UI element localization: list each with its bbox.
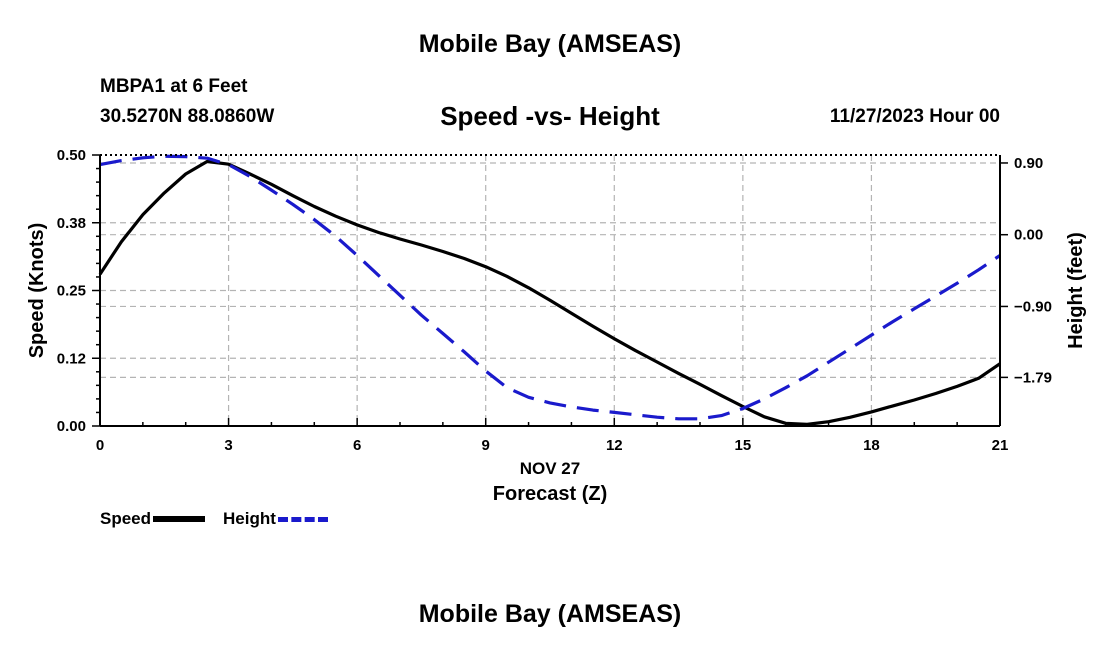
y2-axis-title: Height (feet) xyxy=(1065,232,1087,349)
y-tick-label: 0.25 xyxy=(57,283,86,300)
x-axis-title: Forecast (Z) xyxy=(493,483,607,505)
legend-height-label: Height xyxy=(223,509,276,528)
speed-height-chart: 0 3 6 9 12 15 18 21 0.00 0.12 0.25 0.38 0.50 0.90 0.00… xyxy=(26,147,1087,505)
legend: Speed Height xyxy=(100,509,328,529)
series-line-speed xyxy=(98,159,1001,426)
y-tick-label: 0.50 xyxy=(57,147,86,164)
x-axis-date-label: NOV 27 xyxy=(520,459,580,478)
x-tick-label: 9 xyxy=(482,437,490,454)
x-tick-label: 0 xyxy=(96,437,104,454)
footer-title: Mobile Bay (AMSEAS) xyxy=(418,600,682,628)
legend-speed-label: Speed xyxy=(100,509,152,528)
forecast-datetime: 11/27/2023 Hour 00 xyxy=(829,106,1000,127)
y-tick-label: 0.00 xyxy=(57,418,86,435)
station-label: MBPA1 at 6 Feet xyxy=(100,76,248,97)
axis-labels: 0 3 6 9 12 15 18 21 0.00 0.12 0.25 0.38 0.50 0.90 0.00… xyxy=(26,147,1087,505)
y-tick-label: 0.12 xyxy=(57,350,86,367)
x-tick-label: 18 xyxy=(863,437,880,454)
y2-tick-label: 0.00 xyxy=(1014,227,1043,244)
x-tick-label: 3 xyxy=(224,437,232,454)
x-tick-label: 12 xyxy=(606,437,623,454)
grid-lines xyxy=(100,155,1000,426)
y2-tick-label: −1.79 xyxy=(1014,369,1052,386)
x-tick-label: 15 xyxy=(735,437,752,454)
y-tick-label: 0.38 xyxy=(57,215,86,232)
page-title: Mobile Bay (AMSEAS) xyxy=(418,30,682,58)
station-coordinates: 30.5270N 88.0860W xyxy=(100,106,275,127)
axis-ticks xyxy=(92,154,1008,427)
legend-speed-swatch xyxy=(153,516,206,522)
y2-tick-label: 0.90 xyxy=(1014,155,1043,172)
x-tick-label: 21 xyxy=(992,437,1009,454)
y-axis-title: Speed (Knots) xyxy=(26,223,48,359)
chart-subtitle: Speed -vs- Height xyxy=(440,101,660,131)
plot-frame xyxy=(99,154,1001,427)
y2-tick-label: −0.90 xyxy=(1014,298,1052,315)
x-tick-label: 6 xyxy=(353,437,361,454)
legend-height-swatch xyxy=(277,516,328,522)
series-lines xyxy=(98,154,1001,426)
series-line-height xyxy=(99,154,1001,421)
